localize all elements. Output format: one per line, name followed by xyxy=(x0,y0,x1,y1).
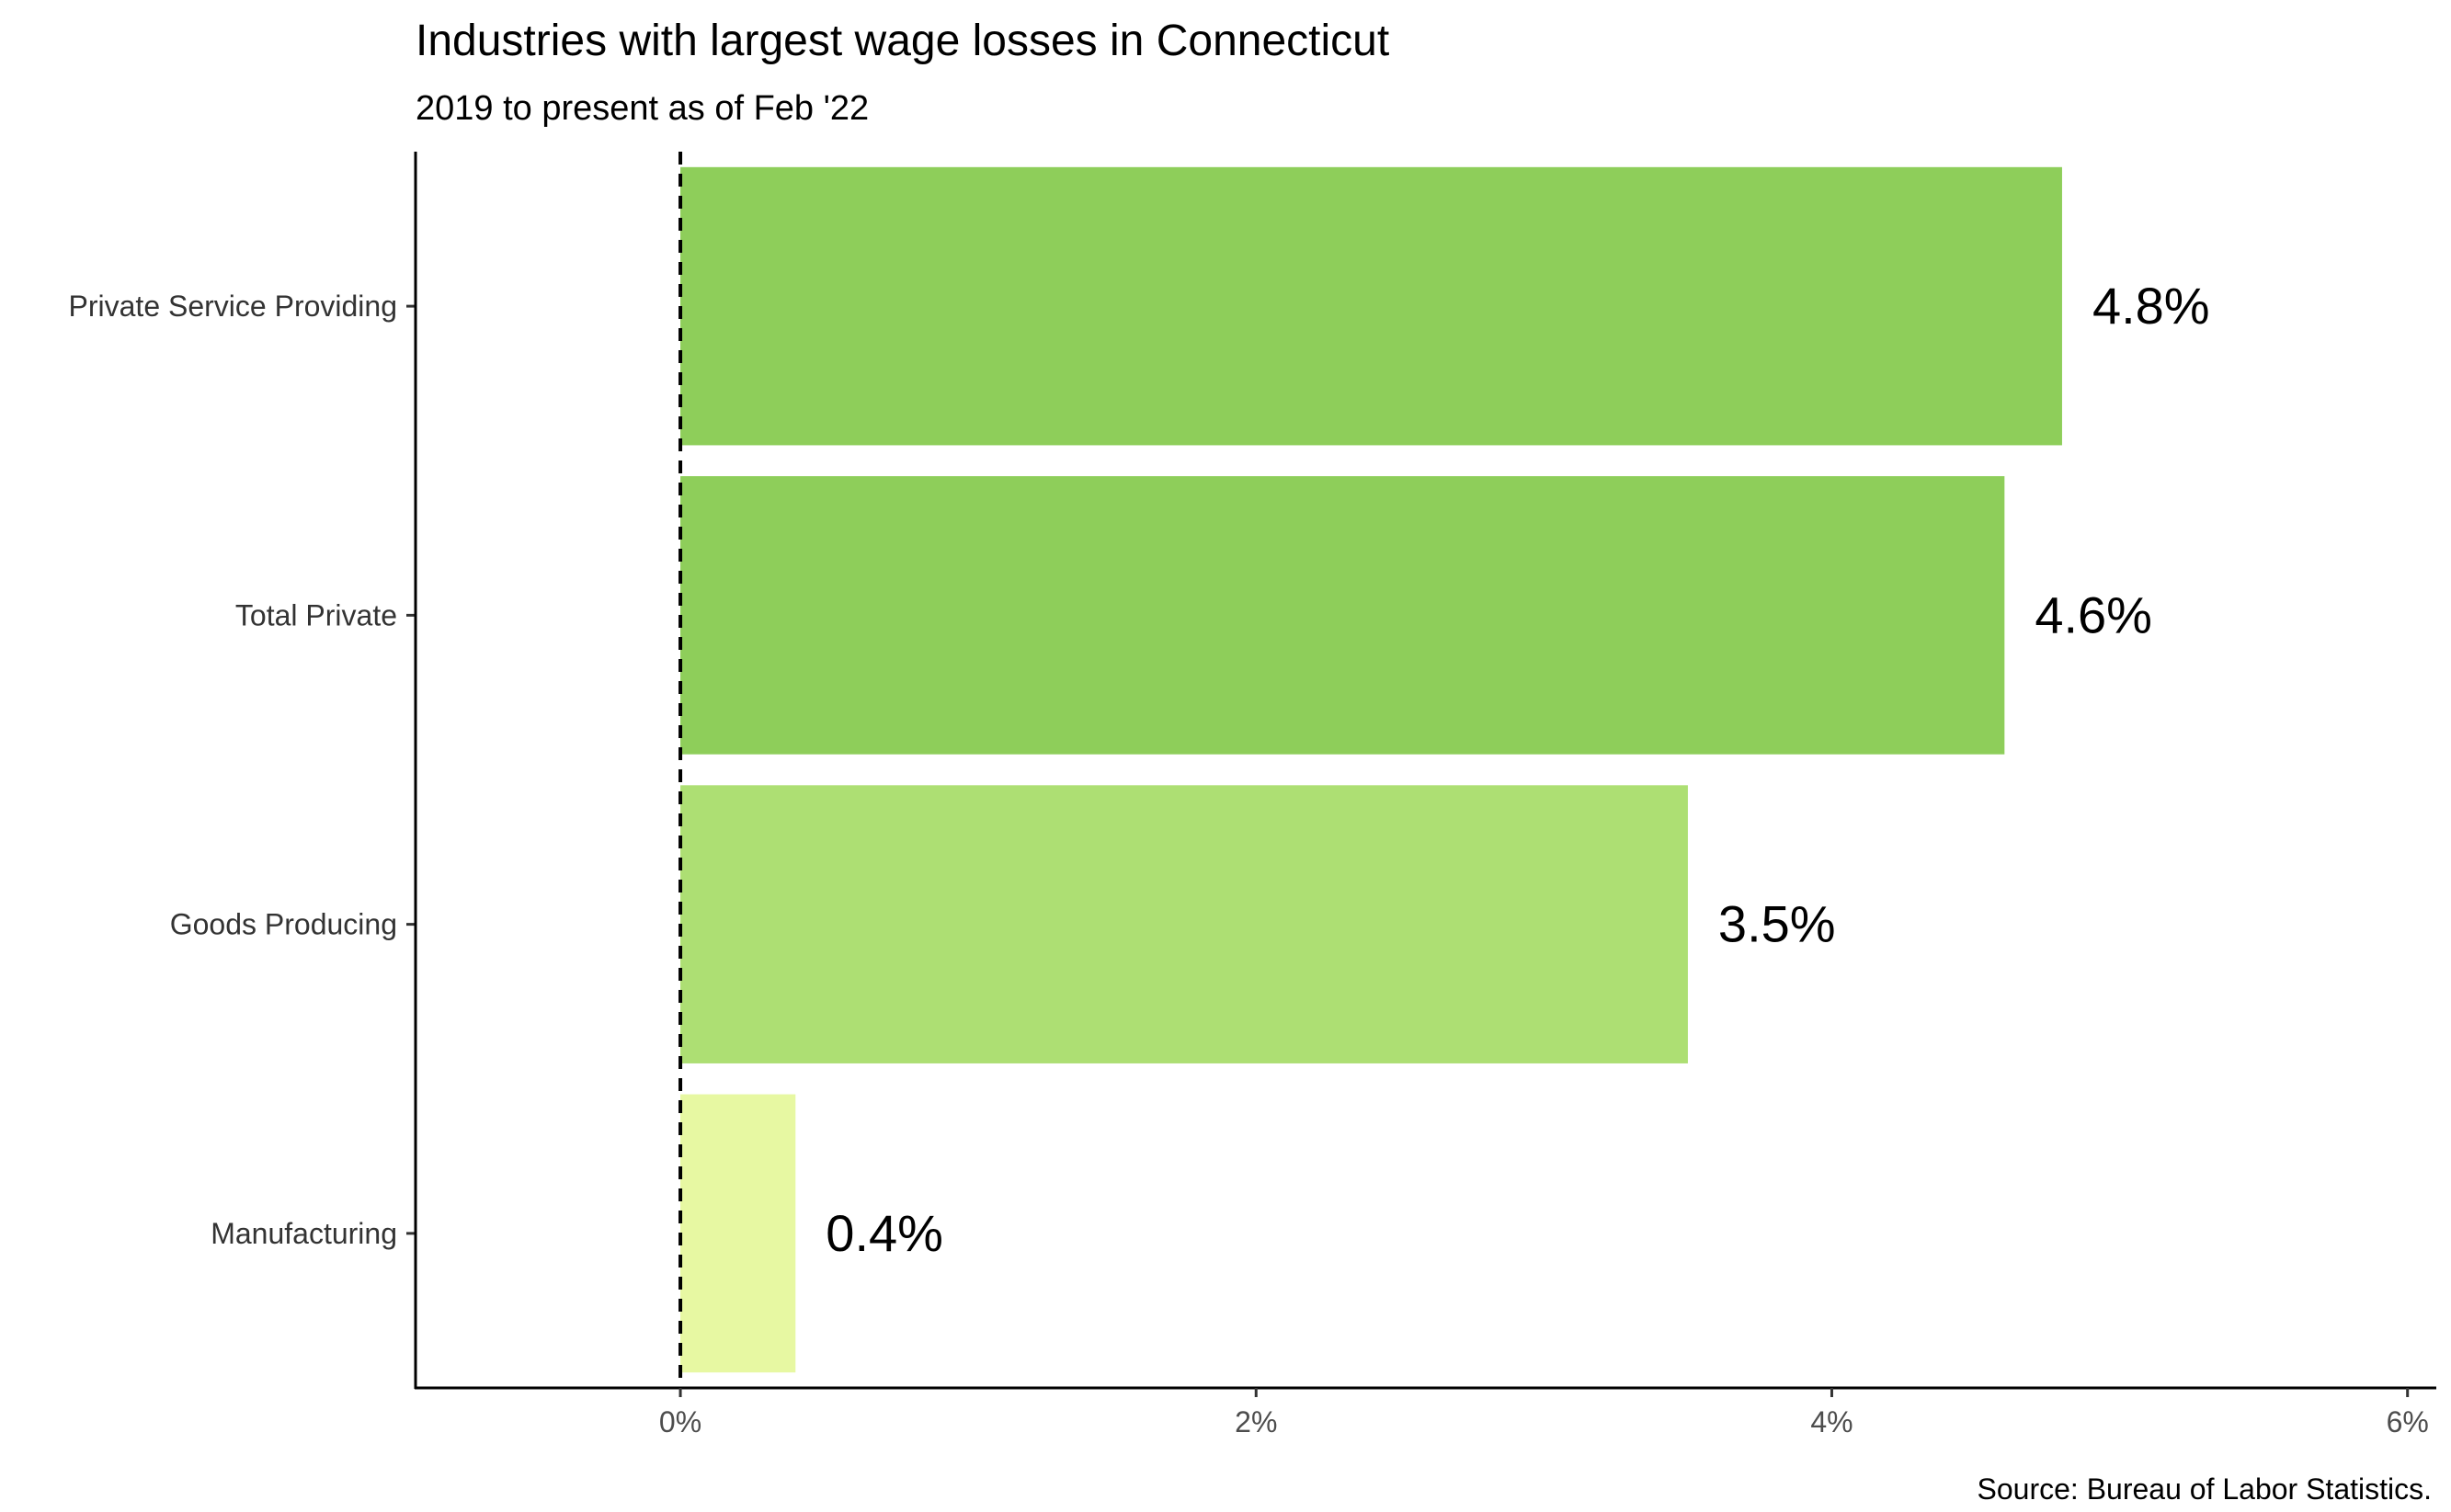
y-tick-label: Manufacturing xyxy=(211,1217,397,1250)
data-label: 3.5% xyxy=(1718,895,1836,953)
x-tick-label: 0% xyxy=(659,1405,701,1438)
axes-group: Private Service Providing Total Private Go… xyxy=(69,152,2436,1438)
bar-goods-producing xyxy=(680,785,1688,1063)
x-tick-label: 6% xyxy=(2387,1405,2429,1438)
chart-subtitle: 2019 to present as of Feb '22 xyxy=(416,89,869,128)
chart-title: Industries with largest wage losses in C… xyxy=(416,17,1389,65)
y-tick-label: Goods Producing xyxy=(170,908,397,941)
bar-private-service-providing xyxy=(680,166,2062,446)
x-tick-label: 4% xyxy=(1810,1405,1852,1438)
bar-total-private xyxy=(680,476,2005,755)
chart-caption: Source: Bureau of Labor Statistics. xyxy=(1978,1472,2432,1506)
data-label: 4.8% xyxy=(2092,277,2210,335)
bars-group xyxy=(680,166,2062,1373)
data-label: 4.6% xyxy=(2035,585,2152,643)
data-label: 0.4% xyxy=(826,1204,943,1262)
data-labels-group: 4.8% 4.6% 3.5% 0.4% xyxy=(826,277,2209,1262)
bar-manufacturing xyxy=(680,1094,796,1373)
x-tick-label: 2% xyxy=(1235,1405,1277,1438)
y-tick-label: Total Private xyxy=(235,598,397,631)
y-tick-label: Private Service Providing xyxy=(69,290,397,323)
